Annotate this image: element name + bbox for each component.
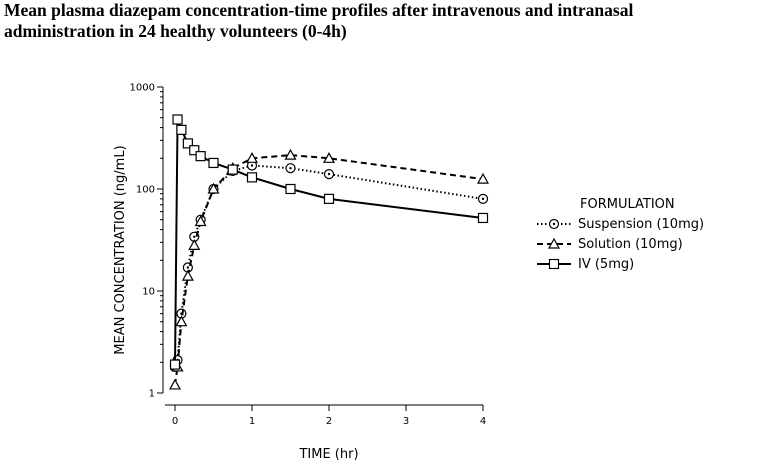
data-point-square [176,124,187,135]
data-point-square [285,183,296,195]
data-point-triangle [476,172,490,184]
data-point-circle [285,163,296,174]
chart-title-line-1: Mean plasma diazepam concentration-time … [4,0,634,20]
data-point-circle-dot [289,166,292,170]
data-point-circle-dot [327,172,331,176]
data-point-square [189,145,200,156]
legend-marker-circle-dot [552,222,556,226]
chart-title: Mean plasma diazepam concentration-time … [4,0,774,42]
data-point-triangle [175,315,188,327]
y-axis-ticks: 1 10 100 1000 [130,83,163,400]
data-point-square [246,172,258,183]
y-tick-label: 1000 [130,83,155,94]
x-axis-label: TIME (hr) [298,447,358,462]
legend-label: Suspension (10mg) [578,217,704,232]
series-line [174,154,484,386]
data-point-square [227,164,238,175]
legend-label: IV (5mg) [578,257,634,272]
data-point-circle-dot [250,164,254,167]
data-point-circle [323,168,335,180]
data-point-triangle [181,269,194,281]
legend: FORMULATION Suspension (10mg) Solution (1… [537,197,704,272]
data-point-square [182,138,193,149]
series-square [169,114,489,370]
y-axis-label: MEAN CONCENTRATION (ng/mL) [113,145,128,354]
data-point-triangle [245,152,259,163]
legend-title: FORMULATION [580,197,675,212]
data-point-triangle [168,378,182,390]
data-point-square [323,193,335,204]
legend-label: Solution (10mg) [578,237,683,252]
data-point-triangle [194,215,207,227]
series-triangle [168,148,490,390]
data-point-square [169,359,181,370]
data-point-circle-dot [481,197,485,201]
data-point-square [172,114,183,125]
data-point-square [477,212,489,224]
legend-marker-square [548,258,560,270]
y-tick-label: 1 [149,389,155,400]
legend-entry: Solution (10mg) [537,237,683,252]
data-point-triangle [284,148,297,160]
x-tick-label: 0 [172,416,178,427]
data-point-circle [477,193,489,204]
data-point-circle-dot [186,266,190,269]
data-point-triangle [322,152,336,163]
x-tick-label: 2 [326,416,332,427]
x-tick-label: 3 [403,416,409,427]
data-point-square [208,157,219,169]
legend-marker-circle [548,218,560,230]
data-point-triangle [188,239,201,250]
y-tick-label: 100 [136,185,155,196]
legend-marker-triangle [547,237,561,249]
chart-title-line-2: administration in 24 healthy volunteers … [4,21,347,41]
data-point-triangle [207,182,220,194]
data-point-circle-dot [193,235,196,238]
x-tick-label: 4 [480,416,486,427]
y-tick-label: 10 [142,287,155,298]
legend-entry: Suspension (10mg) [537,217,704,232]
axes [162,87,483,406]
legend-entry: IV (5mg) [537,257,634,272]
data-point-square [195,151,206,162]
series-layer [168,114,490,390]
x-axis-ticks: 0 1 2 3 4 [172,405,486,427]
x-tick-label: 1 [249,416,255,427]
